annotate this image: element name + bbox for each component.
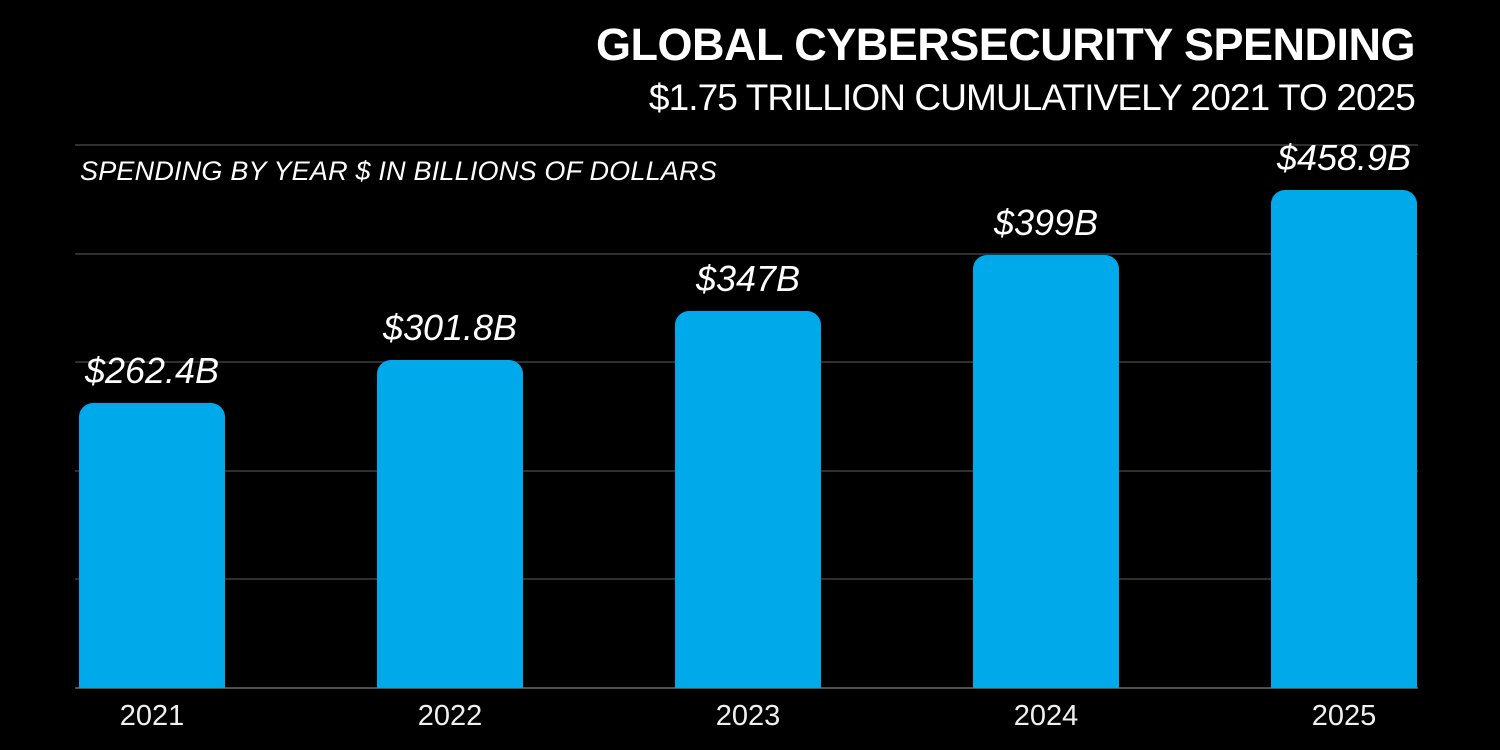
value-label-2025: $458.9B bbox=[1276, 136, 1412, 178]
bar-group-2025: $458.9B 2025 bbox=[1271, 139, 1417, 731]
chart-title: GLOBAL CYBERSECURITY SPENDING bbox=[596, 19, 1415, 70]
bar-group-2021: $262.4B 2021 bbox=[79, 145, 225, 731]
bar-group-2022: $301.8B 2022 bbox=[377, 145, 523, 731]
x-tick-label-2022: 2022 bbox=[417, 700, 483, 732]
value-label-2022: $301.8B bbox=[382, 307, 518, 349]
bar-2021 bbox=[79, 403, 225, 688]
x-tick-label-2024: 2024 bbox=[1013, 700, 1079, 732]
gridline bbox=[75, 144, 1418, 146]
chart-subtitle: $1.75 TRILLION CUMULATIVELY 2021 TO 2025 bbox=[648, 77, 1416, 118]
bar-group-2023: $347B 2023 bbox=[675, 145, 821, 731]
bar-2023 bbox=[675, 311, 821, 688]
x-tick-label-2025: 2025 bbox=[1311, 700, 1377, 732]
x-tick-label-2023: 2023 bbox=[715, 700, 781, 732]
plot-area: $262.4B 2021 $301.8B 2022 $347B 2023 $39… bbox=[75, 139, 1418, 731]
value-label-2021: $262.4B bbox=[84, 350, 220, 392]
value-label-2024: $399B bbox=[993, 201, 1099, 243]
x-axis-line bbox=[75, 687, 1418, 689]
bar-group-2024: $399B 2024 bbox=[973, 145, 1119, 731]
bar-2022 bbox=[377, 360, 523, 688]
axis-note: SPENDING BY YEAR $ IN BILLIONS OF DOLLAR… bbox=[80, 156, 717, 186]
bar-2025 bbox=[1271, 189, 1417, 688]
value-label-2023: $347B bbox=[695, 258, 801, 300]
bar-2024 bbox=[973, 254, 1119, 688]
chart-header: GLOBAL CYBERSECURITY SPENDING $1.75 TRIL… bbox=[596, 19, 1416, 118]
x-tick-label-2021: 2021 bbox=[119, 700, 185, 732]
gridline bbox=[75, 252, 1418, 255]
